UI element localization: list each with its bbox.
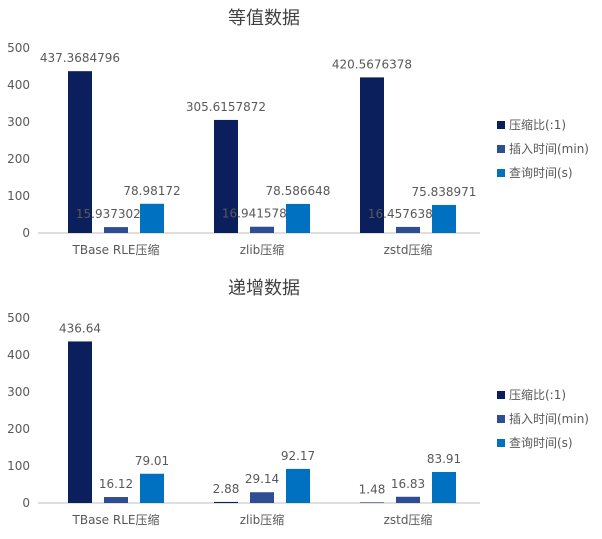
- bar-insert-time: [396, 226, 420, 233]
- legend-label: 压缩比(:1): [509, 387, 566, 402]
- data-label: 29.14: [245, 472, 279, 486]
- chart-title: 递增数据: [228, 278, 300, 299]
- x-category-label: TBase RLE压缩: [72, 242, 160, 257]
- x-category-label: zlib压缩: [240, 512, 285, 527]
- data-label: 2.88: [213, 482, 240, 496]
- data-label: 15.93730212: [76, 207, 156, 221]
- y-tick-label: 100: [7, 459, 30, 473]
- bar-query-time: [432, 204, 456, 233]
- data-label: 436.64: [59, 321, 101, 335]
- bar-insert-time: [396, 496, 420, 503]
- data-label: 92.17: [281, 449, 315, 463]
- bar-query-time: [140, 473, 164, 503]
- data-label: 1.48: [359, 482, 386, 496]
- data-label: 16.45763882: [368, 207, 448, 221]
- chart-equal-value-data: 等值数据 0 100 200 300 400 500 437.3684796 15.937302…: [0, 0, 602, 269]
- bar-query-time: [432, 471, 456, 503]
- legend-swatch: [497, 169, 505, 177]
- legend-swatch: [497, 439, 505, 447]
- x-category-label: zstd压缩: [384, 242, 433, 257]
- legend-label: 压缩比(:1): [509, 117, 566, 132]
- y-tick-label: 500: [7, 41, 30, 55]
- bar-insert-time: [250, 226, 274, 233]
- chart-incremental-data: 递增数据 0 100 200 300 400 500 436.64 16.12 79.01 TBas…: [0, 270, 602, 539]
- chart-equal-value-svg: 等值数据 0 100 200 300 400 500 437.3684796 15.937302…: [7, 8, 589, 257]
- bar-query-time: [286, 468, 310, 503]
- y-tick-label: 0: [22, 496, 30, 510]
- data-label: 437.3684796: [40, 51, 120, 65]
- legend-swatch: [497, 391, 505, 399]
- bar-compression-ratio: [214, 501, 238, 503]
- chart-title: 等值数据: [228, 8, 300, 29]
- data-label: 79.01: [135, 454, 169, 468]
- legend-label: 查询时间(s): [509, 166, 573, 180]
- legend-swatch: [497, 121, 505, 129]
- bar-compression-ratio: [360, 77, 384, 233]
- bar-insert-time: [250, 492, 274, 503]
- y-tick-label: 400: [7, 348, 30, 362]
- y-tick-label: 0: [22, 226, 30, 240]
- data-label: 420.5676378: [332, 57, 412, 71]
- legend-swatch: [497, 145, 505, 153]
- x-category-label: zlib压缩: [240, 242, 285, 257]
- bar-compression-ratio: [68, 341, 92, 503]
- bar-compression-ratio: [68, 71, 92, 233]
- data-label: 78.98172: [123, 184, 180, 198]
- bar-query-time: [140, 203, 164, 233]
- bar-compression-ratio: [360, 502, 384, 503]
- x-category-label: TBase RLE压缩: [72, 512, 160, 527]
- bar-query-time: [286, 203, 310, 233]
- data-label: 78.586648: [266, 184, 331, 198]
- y-tick-label: 500: [7, 311, 30, 325]
- y-tick-label: 200: [7, 152, 30, 166]
- data-label: 305.6157872: [186, 100, 266, 114]
- y-tick-label: 400: [7, 78, 30, 92]
- legend-label: 插入时间(min): [509, 142, 589, 156]
- legend-label: 查询时间(s): [509, 436, 573, 450]
- data-label: 16.94157853: [222, 207, 302, 221]
- bar-compression-ratio: [214, 119, 238, 233]
- data-label: 16.12: [99, 477, 133, 491]
- y-tick-label: 200: [7, 422, 30, 436]
- legend-swatch: [497, 415, 505, 423]
- data-label: 75.838971: [412, 185, 477, 199]
- bar-insert-time: [104, 227, 128, 233]
- data-label: 16.83: [391, 477, 425, 491]
- bar-insert-time: [104, 497, 128, 503]
- x-category-label: zstd压缩: [384, 512, 433, 527]
- legend-label: 插入时间(min): [509, 412, 589, 426]
- y-tick-label: 300: [7, 385, 30, 399]
- data-label: 83.91: [427, 452, 461, 466]
- y-tick-label: 100: [7, 189, 30, 203]
- y-tick-label: 300: [7, 115, 30, 129]
